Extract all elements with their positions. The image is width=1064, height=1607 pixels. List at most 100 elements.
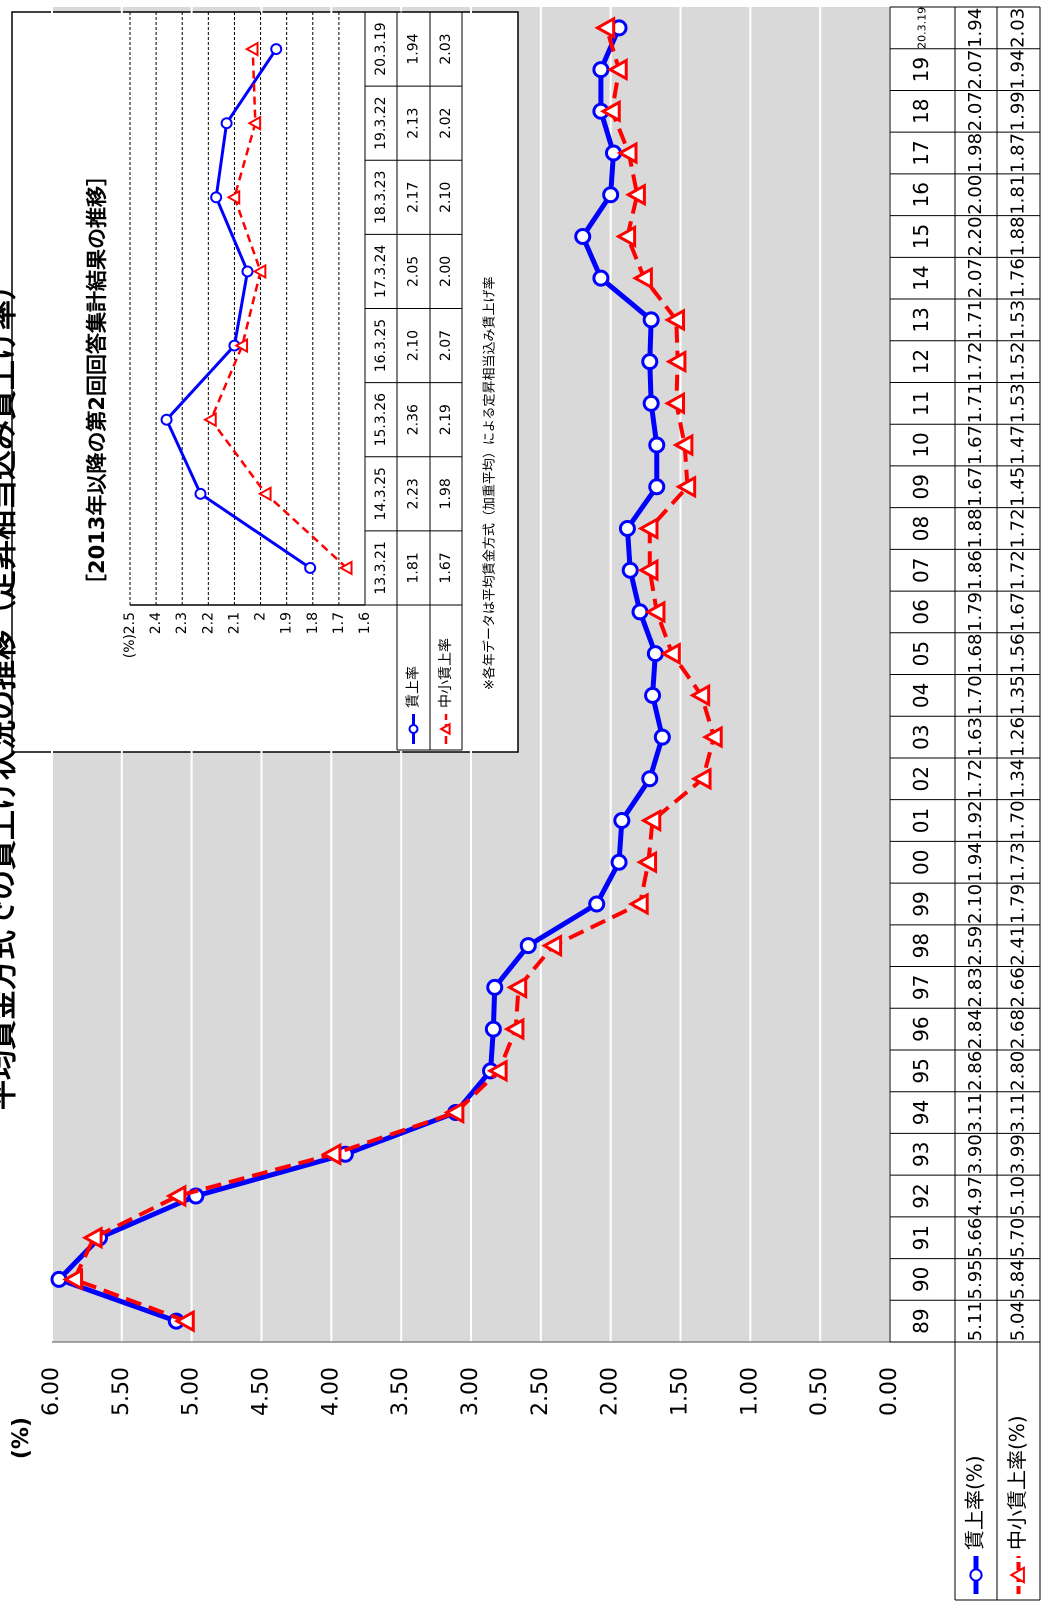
x-tick-label: 03: [909, 724, 933, 749]
x-tick-label: 06: [909, 599, 933, 624]
table-value: 4.97: [965, 1176, 986, 1216]
y-tick-label: 2.5: [122, 612, 138, 634]
x-tick-label: 18.3.23: [373, 171, 389, 224]
table-value: 2.68: [1008, 1009, 1029, 1049]
rotated-chart: 平均賃金方式での賃上げ状況の推移（定昇相当込み賃上げ率） (%) 0.00 0.50 1…: [0, 6, 1041, 1601]
point-marker: [241, 265, 254, 278]
table-value: 2.41: [1008, 926, 1029, 966]
table-value: 1.94: [1008, 50, 1029, 90]
table-value: 5.84: [1008, 1259, 1029, 1299]
table-value: 1.99: [1008, 91, 1029, 131]
x-tick-label: 01: [909, 808, 933, 833]
point-marker: [220, 117, 233, 130]
table-value: 2.10: [965, 884, 986, 924]
x-tick-label: 94: [909, 1100, 933, 1125]
table-value: 1.98: [965, 133, 986, 173]
point-marker: [641, 770, 659, 788]
x-tick-label: 92: [909, 1183, 933, 1208]
point-marker: [642, 394, 660, 412]
table-value: 5.11: [965, 1301, 986, 1341]
table-value: 2.07: [965, 50, 986, 90]
y-tick-label: 2.00: [598, 1367, 623, 1416]
table-value: 1.81: [1008, 175, 1029, 215]
point-marker: [615, 224, 637, 249]
chart-title: ［2013年以降の第2回回答集計結果の推移］: [85, 165, 109, 595]
point-marker: [690, 767, 712, 791]
legend-marker: [969, 1568, 983, 1582]
point-marker: [594, 16, 616, 40]
y-tick-label: 0.00: [877, 1367, 902, 1416]
point-marker: [234, 337, 249, 354]
point-marker: [664, 308, 686, 332]
x-tick-label: 02: [909, 766, 933, 791]
table-value: 5.66: [965, 1218, 986, 1258]
point-marker: [625, 183, 646, 207]
point-marker: [621, 561, 639, 579]
point-marker: [226, 189, 241, 206]
table-value: 1.45: [1008, 467, 1029, 507]
point-marker: [637, 516, 659, 541]
table-value: 1.94: [406, 33, 422, 64]
table-value: 1.47: [1008, 425, 1029, 465]
table-value: 1.70: [1008, 800, 1029, 840]
point-marker: [252, 263, 267, 280]
y-tick-label: 1.8: [305, 612, 321, 634]
table-value: 2.03: [438, 33, 454, 64]
x-tick-label: 93: [909, 1142, 933, 1167]
x-tick-label: 97: [909, 975, 933, 1000]
y-tick-label: 6.00: [39, 1367, 64, 1416]
legend-marker: [408, 724, 419, 734]
table-value: 1.70: [965, 675, 986, 715]
point-marker: [599, 99, 621, 123]
point-marker: [644, 686, 662, 704]
y-tick-label: 2: [253, 612, 269, 621]
point-marker: [338, 560, 353, 576]
point-marker: [443, 1100, 465, 1125]
table-value: 2.17: [406, 182, 422, 213]
table-value: 2.03: [1008, 8, 1029, 48]
table-value: 1.67: [965, 425, 986, 465]
table-value: 1.72: [965, 342, 986, 382]
x-tick-label: 89: [909, 1308, 933, 1333]
x-tick-label: 98: [909, 933, 933, 958]
point-marker: [202, 411, 217, 428]
x-tick-label: 04: [909, 683, 933, 708]
point-marker: [173, 1309, 195, 1333]
table-value: 3.99: [1008, 1134, 1029, 1174]
table-value: 1.53: [1008, 300, 1029, 340]
point-marker: [304, 561, 317, 574]
point-marker: [642, 311, 660, 329]
y-axis-label: (%): [122, 634, 138, 658]
table-value: 1.34: [1008, 759, 1029, 799]
table-value: 2.84: [965, 1009, 986, 1049]
table-value: 5.10: [1008, 1176, 1029, 1216]
table-value: 1.79: [1008, 884, 1029, 924]
point-marker: [602, 186, 620, 204]
point-marker: [701, 725, 723, 749]
table-value: 3.11: [965, 1093, 986, 1133]
point-marker: [648, 478, 666, 496]
table-value: 1.81: [406, 552, 422, 583]
point-marker: [320, 1142, 342, 1166]
x-tick-label: 15.3.26: [373, 393, 389, 447]
point-marker: [486, 1059, 508, 1083]
point-marker: [574, 227, 592, 245]
point-marker: [641, 353, 659, 371]
point-marker: [606, 58, 628, 82]
point-marker: [636, 850, 658, 874]
x-tick-label: 12: [909, 349, 933, 374]
point-marker: [165, 1184, 187, 1208]
table-value: 1.72: [965, 759, 986, 799]
y-tick-label: 5.50: [109, 1367, 134, 1416]
table-value: 2.13: [406, 108, 422, 139]
y-tick-label: 4.50: [249, 1367, 274, 1416]
table-value: 3.90: [965, 1134, 986, 1174]
point-marker: [644, 600, 666, 624]
point-marker: [81, 1226, 103, 1250]
point-marker: [610, 853, 628, 871]
table-value: 1.73: [1008, 842, 1029, 882]
point-marker: [637, 558, 659, 582]
x-tick-label: 90: [909, 1267, 933, 1292]
x-tick-label: 13: [909, 307, 933, 332]
